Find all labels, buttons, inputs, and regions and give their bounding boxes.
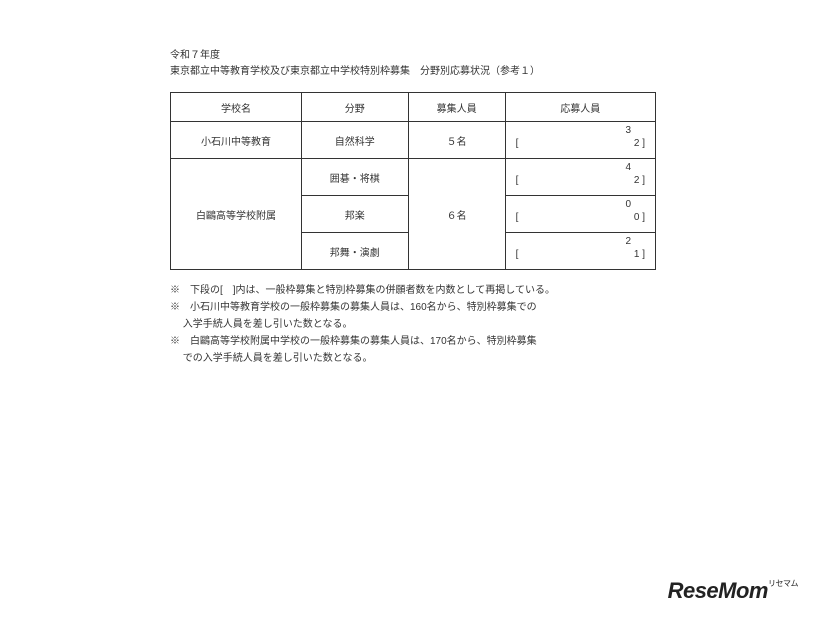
app-bot-0: 2 [634,138,640,149]
cell-recruit-0: ５名 [408,122,505,159]
title-line1: 令和７年度 [170,48,656,64]
hdr-field: 分野 [301,93,408,122]
cell-field-1: 囲碁・将棋 [301,159,408,196]
cell-app-2: 0 [ 0 ] [505,196,655,233]
hdr-school: 学校名 [171,93,302,122]
note-4: での入学手続人員を差し引いた数となる。 [170,350,656,367]
bracket-open: [ [516,137,519,150]
title-line2: 東京都立中等教育学校及び東京都立中学校特別枠募集 分野別応募状況（参考１） [170,64,656,80]
app-top-2: 0 [516,198,645,211]
bracket-close: ] [642,138,645,149]
watermark-main: ReseMom [668,578,768,603]
cell-field-3: 邦舞・演劇 [301,233,408,270]
app-bot-2: 0 [634,212,640,223]
bracket-close: ] [642,212,645,223]
app-top-0: 3 [516,124,645,137]
title-block: 令和７年度 東京都立中等教育学校及び東京都立中学校特別枠募集 分野別応募状況（参… [170,48,656,80]
cell-school-1: 白鷗高等学校附属 [171,159,302,270]
cell-app-3: 2 [ 1 ] [505,233,655,270]
cell-school-0: 小石川中等教育 [171,122,302,159]
bracket-close: ] [642,175,645,186]
watermark: ReseMomリセマム [668,578,798,604]
app-bot-1: 2 [634,175,640,186]
hdr-recruit: 募集人員 [408,93,505,122]
bracket-open: [ [516,174,519,187]
watermark-tail: リセマム [768,579,798,588]
cell-app-0: 3 [ 2 ] [505,122,655,159]
hdr-applicants: 応募人員 [505,93,655,122]
notes: ※ 下段の[ ]内は、一般枠募集と特別枠募集の併願者数を内数として再掲している。… [170,282,656,367]
data-table: 学校名 分野 募集人員 応募人員 小石川中等教育 自然科学 ５名 3 [ 2 ] [170,92,656,270]
app-bot-3: 1 [634,249,640,260]
cell-field-2: 邦楽 [301,196,408,233]
cell-app-1: 4 [ 2 ] [505,159,655,196]
bracket-close: ] [642,249,645,260]
cell-recruit-1: ６名 [408,159,505,270]
cell-field-0: 自然科学 [301,122,408,159]
app-top-1: 4 [516,161,645,174]
bracket-open: [ [516,248,519,261]
note-1: ※ 小石川中等教育学校の一般枠募集の募集人員は、160名から、特別枠募集での [170,299,656,316]
note-3: ※ 白鷗高等学校附属中学校の一般枠募集の募集人員は、170名から、特別枠募集 [170,333,656,350]
note-0: ※ 下段の[ ]内は、一般枠募集と特別枠募集の併願者数を内数として再掲している。 [170,282,656,299]
note-2: 入学手続人員を差し引いた数となる。 [170,316,656,333]
app-top-3: 2 [516,235,645,248]
bracket-open: [ [516,211,519,224]
